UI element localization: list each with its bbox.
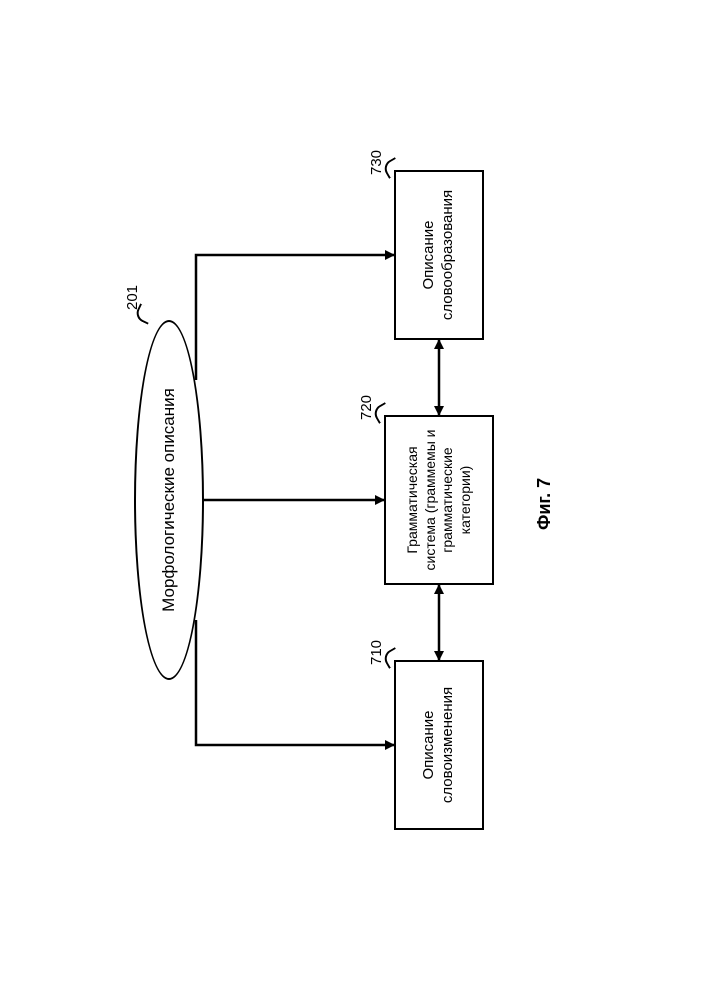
ref-720-text: 720 — [358, 395, 375, 420]
arrow-top-to-left — [196, 620, 394, 745]
box-right-label: Описание словообразования — [420, 178, 458, 332]
ellipse-morphological-descriptions: Морфологические описания — [134, 320, 204, 680]
box-derivation-description: Описание словообразования — [394, 170, 484, 340]
ref-label-710: 710 — [368, 640, 385, 665]
figure-caption: Фиг. 7 — [534, 478, 555, 530]
rotation-wrapper: Морфологические описания 201 Описание сл… — [94, 90, 614, 910]
figure-caption-text: Фиг. 7 — [534, 478, 554, 530]
ref-label-730: 730 — [368, 150, 385, 175]
box-inflection-description: Описание словоизменения — [394, 660, 484, 830]
ellipse-label: Морфологические описания — [159, 388, 179, 612]
box-grammatical-system: Грамматическая система (граммемы и грамм… — [384, 415, 494, 585]
diagram-canvas: Морфологические описания 201 Описание сл… — [94, 90, 614, 910]
ref-label-720: 720 — [358, 395, 375, 420]
page: Морфологические описания 201 Описание сл… — [0, 0, 707, 1000]
box-left-label: Описание словоизменения — [420, 668, 458, 822]
box-center-label: Грамматическая система (граммемы и грамм… — [404, 423, 474, 577]
ref-730-text: 730 — [368, 150, 385, 175]
ref-710-text: 710 — [368, 640, 385, 665]
arrow-top-to-right — [196, 255, 394, 380]
